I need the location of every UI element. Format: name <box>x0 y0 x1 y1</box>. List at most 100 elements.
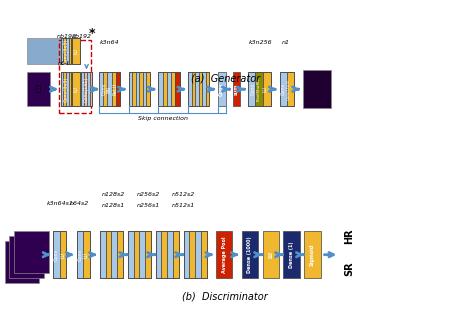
FancyBboxPatch shape <box>242 232 258 278</box>
FancyBboxPatch shape <box>111 72 116 106</box>
FancyBboxPatch shape <box>117 232 123 278</box>
Text: Average Pool: Average Pool <box>222 237 227 273</box>
FancyBboxPatch shape <box>132 72 136 106</box>
FancyBboxPatch shape <box>5 241 39 283</box>
Text: SR: SR <box>344 261 354 276</box>
Text: Dense (1): Dense (1) <box>289 241 294 268</box>
Text: *: * <box>89 27 96 40</box>
FancyBboxPatch shape <box>139 232 145 278</box>
FancyBboxPatch shape <box>61 72 64 106</box>
Text: Sigmoid: Sigmoid <box>310 244 315 266</box>
FancyBboxPatch shape <box>111 232 117 278</box>
FancyBboxPatch shape <box>54 232 60 278</box>
FancyBboxPatch shape <box>171 72 175 106</box>
FancyBboxPatch shape <box>145 232 151 278</box>
Text: LU: LU <box>73 86 78 92</box>
Text: Conv: Conv <box>281 83 285 95</box>
Text: Conv(3x3): Conv(3x3) <box>287 78 291 100</box>
Text: Conv(3x3): Conv(3x3) <box>64 77 68 102</box>
Text: nb192: nb192 <box>57 34 77 39</box>
Text: LU: LU <box>73 48 78 54</box>
FancyBboxPatch shape <box>99 72 103 106</box>
FancyBboxPatch shape <box>87 72 90 106</box>
FancyBboxPatch shape <box>263 232 279 278</box>
FancyBboxPatch shape <box>134 232 139 278</box>
Text: n1: n1 <box>282 40 290 45</box>
FancyBboxPatch shape <box>158 72 163 106</box>
FancyBboxPatch shape <box>116 72 120 106</box>
Text: n128s1: n128s1 <box>102 203 126 208</box>
Text: k3n256: k3n256 <box>248 40 272 45</box>
FancyBboxPatch shape <box>173 232 179 278</box>
Text: 🔥: 🔥 <box>36 85 41 94</box>
Text: n128s2: n128s2 <box>102 192 126 197</box>
FancyBboxPatch shape <box>90 72 92 106</box>
FancyBboxPatch shape <box>9 236 44 278</box>
FancyBboxPatch shape <box>146 72 150 106</box>
Text: Conv: Conv <box>219 82 224 96</box>
Text: Conv: Conv <box>101 83 107 95</box>
Text: ReLU: ReLU <box>112 83 117 95</box>
FancyBboxPatch shape <box>66 72 69 106</box>
FancyBboxPatch shape <box>191 72 195 106</box>
FancyBboxPatch shape <box>66 38 69 64</box>
FancyBboxPatch shape <box>128 232 134 278</box>
FancyBboxPatch shape <box>77 232 83 278</box>
FancyBboxPatch shape <box>64 38 66 64</box>
Text: Conv: Conv <box>251 83 255 95</box>
FancyBboxPatch shape <box>14 232 49 273</box>
FancyBboxPatch shape <box>195 72 199 106</box>
FancyBboxPatch shape <box>167 72 171 106</box>
Text: BN: BN <box>107 86 112 93</box>
FancyBboxPatch shape <box>128 72 132 106</box>
FancyBboxPatch shape <box>167 232 173 278</box>
Text: Skip connection: Skip connection <box>137 117 188 122</box>
FancyBboxPatch shape <box>303 70 330 108</box>
FancyBboxPatch shape <box>139 72 143 106</box>
Text: n64: n64 <box>58 61 70 66</box>
FancyBboxPatch shape <box>72 38 80 64</box>
Text: Conv(1x1): Conv(1x1) <box>84 77 89 102</box>
FancyBboxPatch shape <box>287 72 294 106</box>
FancyBboxPatch shape <box>136 72 139 106</box>
FancyBboxPatch shape <box>183 232 189 278</box>
FancyBboxPatch shape <box>83 72 87 106</box>
FancyBboxPatch shape <box>283 232 300 278</box>
FancyBboxPatch shape <box>162 232 167 278</box>
FancyBboxPatch shape <box>201 232 207 278</box>
FancyBboxPatch shape <box>143 72 146 106</box>
FancyBboxPatch shape <box>103 72 108 106</box>
FancyBboxPatch shape <box>195 232 201 278</box>
Text: PixelShuffle: PixelShuffle <box>257 77 261 101</box>
Text: n64s2: n64s2 <box>69 201 89 206</box>
Text: Conv: Conv <box>77 249 82 261</box>
FancyBboxPatch shape <box>218 72 226 106</box>
Text: (a)  Generator: (a) Generator <box>191 73 261 83</box>
Text: n512s2: n512s2 <box>172 192 195 197</box>
Text: n256s1: n256s1 <box>137 203 160 208</box>
Text: k3n64: k3n64 <box>100 40 119 45</box>
FancyBboxPatch shape <box>64 72 66 106</box>
FancyBboxPatch shape <box>108 72 111 106</box>
FancyBboxPatch shape <box>280 72 287 106</box>
FancyBboxPatch shape <box>233 72 240 106</box>
FancyBboxPatch shape <box>27 38 61 64</box>
FancyBboxPatch shape <box>106 232 111 278</box>
FancyBboxPatch shape <box>69 38 71 64</box>
FancyBboxPatch shape <box>81 72 83 106</box>
Text: k3n64s1: k3n64s1 <box>47 201 74 206</box>
FancyBboxPatch shape <box>216 232 232 278</box>
FancyBboxPatch shape <box>206 72 210 106</box>
Text: n512s1: n512s1 <box>172 203 195 208</box>
Text: nb192: nb192 <box>72 34 92 39</box>
FancyBboxPatch shape <box>100 232 106 278</box>
FancyBboxPatch shape <box>175 72 180 106</box>
FancyBboxPatch shape <box>83 232 90 278</box>
Text: (b)  Discriminator: (b) Discriminator <box>182 291 268 302</box>
FancyBboxPatch shape <box>202 72 206 106</box>
FancyBboxPatch shape <box>255 72 263 106</box>
Text: LU: LU <box>268 251 273 258</box>
FancyBboxPatch shape <box>199 72 202 106</box>
FancyBboxPatch shape <box>27 72 50 106</box>
FancyBboxPatch shape <box>189 232 195 278</box>
